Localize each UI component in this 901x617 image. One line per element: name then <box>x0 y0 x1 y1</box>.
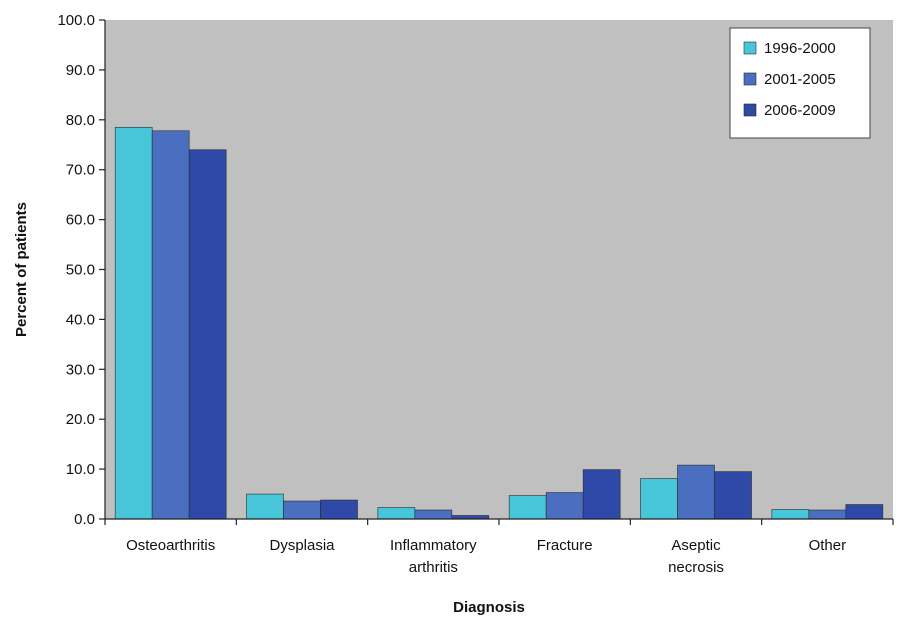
y-tick-label: 40.0 <box>66 311 95 328</box>
y-tick-label: 30.0 <box>66 361 95 378</box>
legend-label: 1996-2000 <box>764 40 836 57</box>
y-tick-label: 60.0 <box>66 212 95 229</box>
x-category-label: Dysplasia <box>269 537 335 554</box>
bar-other-2001-2005 <box>808 509 847 520</box>
y-tick-label: 70.0 <box>66 162 95 179</box>
y-tick-label: 100.0 <box>57 12 95 29</box>
legend-label: 2006-2009 <box>764 102 836 119</box>
bar-dysplasia-1996-2000 <box>246 493 284 520</box>
bar-aseptic-necrosis-2001-2005 <box>677 464 715 520</box>
y-axis-title: Percent of patients <box>13 202 30 337</box>
bar-other-1996-2000 <box>771 509 810 520</box>
bar-osteoarthritis-2001-2005 <box>151 130 190 520</box>
bar-aseptic-necrosis-2006-2009 <box>714 471 752 520</box>
bar-dysplasia-2006-2009 <box>320 499 358 520</box>
legend-swatch <box>743 72 757 86</box>
x-category-label: Fracture <box>537 537 593 554</box>
bar-inflammatory-arthritis-2001-2005 <box>414 509 453 520</box>
legend-label: 2001-2005 <box>764 71 836 88</box>
y-tick-label: 20.0 <box>66 411 95 428</box>
y-ticks-layer: 0.0 10.0 20.0 30.0 40.0 50.0 60.0 70.0 80.0 90.0 1… <box>57 12 105 528</box>
x-category-label: Aseptic necrosis <box>668 537 724 576</box>
x-category-label: Other <box>809 537 847 554</box>
bar-aseptic-necrosis-1996-2000 <box>640 478 678 520</box>
bar-inflammatory-arthritis-1996-2000 <box>377 507 416 520</box>
y-tick-label: 90.0 <box>66 62 95 79</box>
bar-fracture-1996-2000 <box>508 495 547 520</box>
bar-other-2006-2009 <box>845 504 884 520</box>
bar-osteoarthritis-1996-2000 <box>114 126 153 520</box>
y-tick-label: 0.0 <box>74 511 95 528</box>
bar-osteoarthritis-2006-2009 <box>188 149 227 520</box>
y-tick-label: 80.0 <box>66 112 95 129</box>
x-category-label: Inflammatory arthritis <box>390 537 477 576</box>
legend-swatch <box>743 41 757 55</box>
bars-layer <box>114 126 884 520</box>
y-tick-label: 10.0 <box>66 461 95 478</box>
bar-dysplasia-2001-2005 <box>283 500 321 520</box>
legend-swatch <box>743 103 757 117</box>
bar-fracture-2001-2005 <box>545 492 584 520</box>
x-axis-title: Diagnosis <box>453 599 525 616</box>
bar-fracture-2006-2009 <box>582 469 621 520</box>
x-categories-layer: Osteoarthritis Dysplasia Inflammatory arthr… <box>104 519 894 576</box>
x-category-label: Osteoarthritis <box>126 537 215 554</box>
legend: 1996-2000 2001-2005 2006-2009 <box>729 27 871 139</box>
y-tick-label: 50.0 <box>66 262 95 279</box>
